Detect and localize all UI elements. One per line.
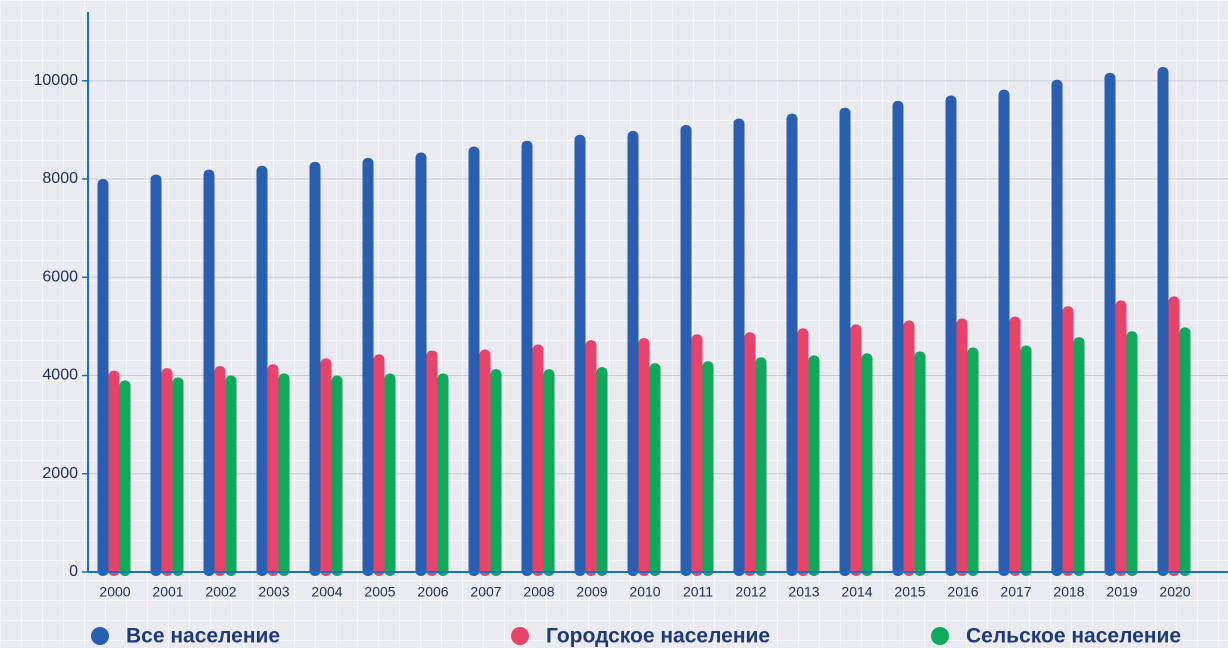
x-tick-label: 2007: [470, 584, 501, 600]
bar: [585, 340, 597, 576]
y-tick-label: 6000: [42, 268, 78, 285]
bar: [1126, 331, 1138, 576]
bar: [850, 324, 862, 576]
bar: [521, 140, 533, 576]
bar: [97, 179, 109, 576]
bar: [744, 332, 756, 576]
y-tick-label: 4000: [42, 367, 78, 384]
bar: [543, 369, 555, 576]
x-tick-label: 2014: [841, 584, 872, 600]
y-tick-label: 2000: [42, 465, 78, 482]
x-tick-label: 2002: [205, 584, 236, 600]
x-tick-label: 2005: [364, 584, 395, 600]
bar: [638, 338, 650, 576]
bar: [108, 370, 120, 576]
y-tick-label: 8000: [42, 170, 78, 187]
bar: [914, 351, 926, 576]
x-tick-label: 2017: [1000, 584, 1031, 600]
x-tick-label: 2003: [258, 584, 289, 600]
bar: [150, 174, 162, 576]
x-tick-label: 2004: [311, 584, 342, 600]
bar: [267, 364, 279, 576]
bar: [1051, 79, 1063, 576]
bar: [596, 367, 608, 576]
bar: [1020, 345, 1032, 576]
legend-marker: [511, 627, 529, 645]
bar: [967, 347, 979, 576]
bar: [225, 375, 237, 576]
bar: [362, 157, 374, 577]
bar: [1073, 337, 1085, 576]
x-tick-label: 2006: [417, 584, 448, 600]
bar: [203, 169, 215, 576]
x-tick-label: 2016: [947, 584, 978, 600]
y-tick-label: 0: [69, 563, 78, 580]
bar: [1009, 316, 1021, 576]
bar: [384, 373, 396, 576]
x-tick-label: 2019: [1106, 584, 1137, 600]
legend-label: Все население: [126, 625, 280, 648]
bar: [680, 124, 692, 576]
bar: [903, 320, 915, 576]
x-tick-label: 2018: [1053, 584, 1084, 600]
x-tick-label: 2013: [788, 584, 819, 600]
bar: [797, 328, 809, 576]
bar: [214, 366, 226, 576]
bar: [956, 318, 968, 576]
x-tick-label: 2015: [894, 584, 925, 600]
x-tick-label: 2000: [99, 584, 130, 600]
bar: [945, 95, 957, 576]
bar: [786, 113, 798, 577]
bar: [331, 375, 343, 576]
bar: [172, 377, 184, 576]
bar: [627, 130, 639, 576]
bar: [649, 363, 661, 576]
bar: [1157, 67, 1169, 576]
y-tick-label: 10000: [34, 72, 79, 89]
bar: [373, 354, 385, 576]
x-tick-label: 2020: [1159, 584, 1190, 600]
bar: [808, 355, 820, 576]
bar: [468, 146, 480, 576]
x-tick-label: 2008: [523, 584, 554, 600]
bar: [490, 369, 502, 576]
bar: [691, 334, 703, 576]
bar: [426, 350, 438, 576]
bar: [1168, 296, 1180, 576]
bar: [702, 361, 714, 576]
x-tick-label: 2009: [576, 584, 607, 600]
bar: [861, 353, 873, 576]
legend-label: Сельское население: [966, 625, 1181, 648]
bar: [437, 373, 449, 576]
bar: [161, 368, 173, 576]
bar: [309, 161, 321, 576]
legend-label: Городское население: [546, 625, 770, 648]
bar: [479, 349, 491, 576]
x-tick-label: 2010: [629, 584, 660, 600]
bar: [1062, 306, 1074, 576]
legend-marker: [931, 627, 949, 645]
x-tick-label: 2011: [683, 584, 713, 600]
x-tick-label: 2001: [152, 584, 183, 600]
bar: [1179, 327, 1191, 576]
bar: [733, 118, 745, 576]
legend-marker: [91, 627, 109, 645]
bar: [256, 165, 268, 576]
bar: [1104, 72, 1116, 576]
bar: [415, 152, 427, 577]
bar: [320, 358, 332, 576]
bar: [532, 344, 544, 576]
bar: [119, 380, 131, 576]
x-tick-label: 2012: [735, 584, 766, 600]
bar: [998, 89, 1010, 576]
bar: [892, 100, 904, 576]
bar: [1115, 300, 1127, 576]
bar: [755, 357, 767, 576]
bar: [839, 107, 851, 576]
bar: [278, 373, 290, 576]
bar: [574, 134, 586, 577]
